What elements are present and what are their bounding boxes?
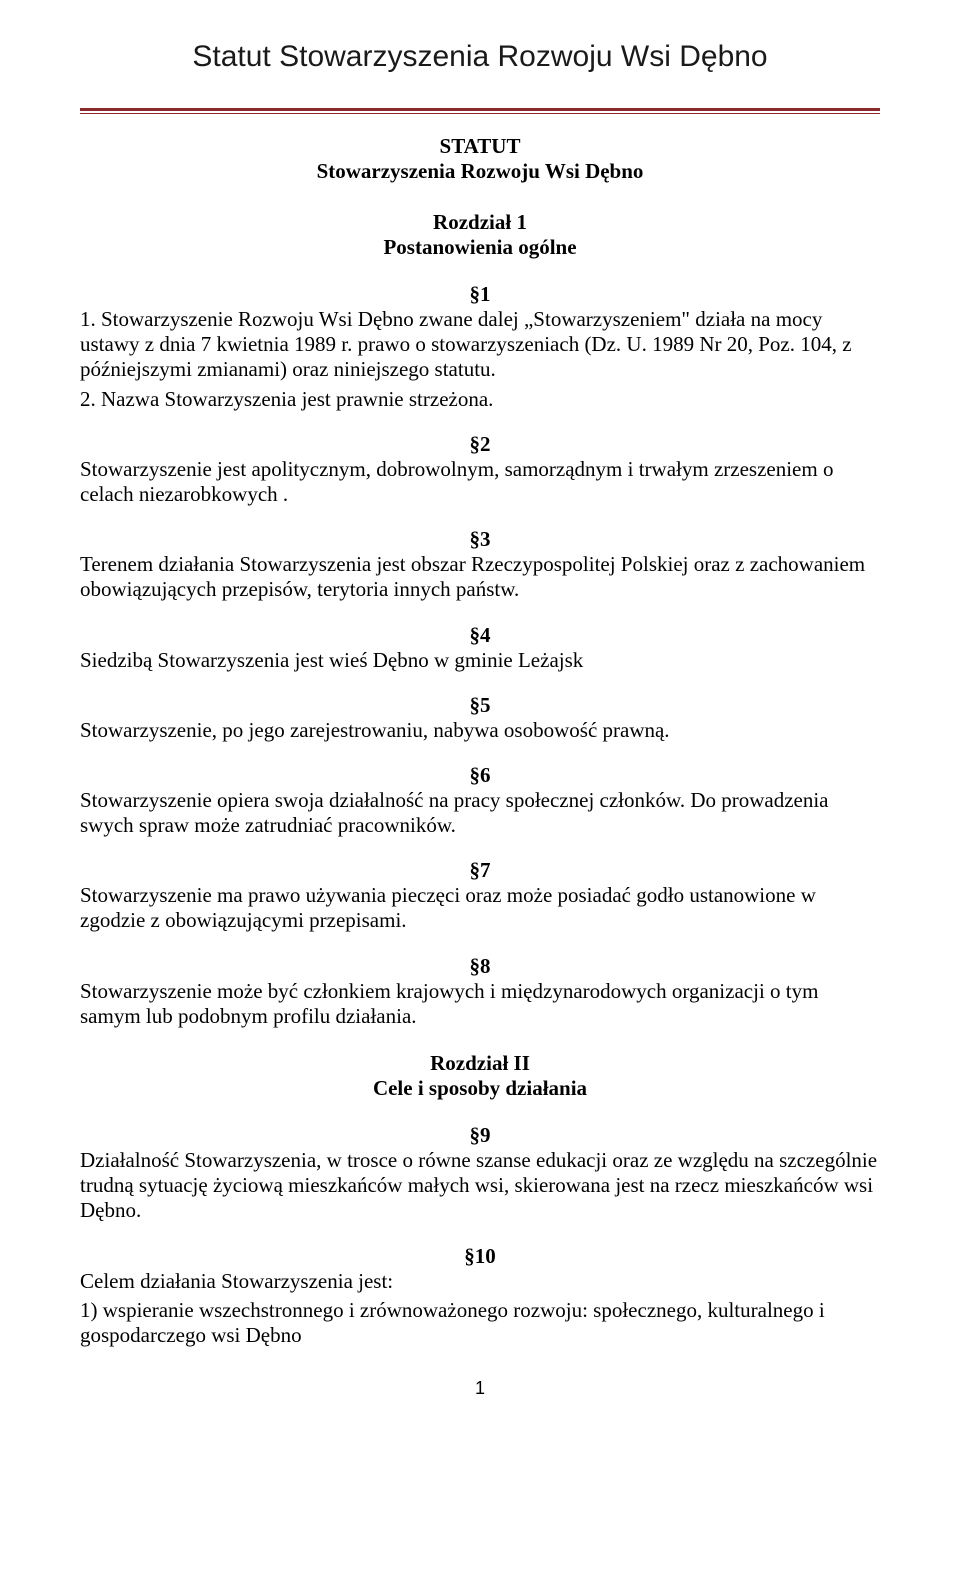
section-9-text: Działalność Stowarzyszenia, w trosce o r… [80,1148,880,1224]
section-5-text: Stowarzyszenie, po jego zarejestrowaniu,… [80,718,880,743]
section-7-text: Stowarzyszenie ma prawo używania pieczęc… [80,883,880,933]
chapter-1-label: Rozdział 1 [80,210,880,235]
document-subtitle: Stowarzyszenia Rozwoju Wsi Dębno [80,159,880,184]
section-6-num: §6 [80,763,880,788]
page-number: 1 [80,1378,880,1399]
section-8-text: Stowarzyszenie może być członkiem krajow… [80,979,880,1029]
section-10-num: §10 [80,1244,880,1269]
chapter-1-subtitle: Postanowienia ogólne [80,235,880,260]
section-1-num: §1 [80,282,880,307]
section-4-text: Siedzibą Stowarzyszenia jest wieś Dębno … [80,648,880,673]
section-2-text: Stowarzyszenie jest apolitycznym, dobrow… [80,457,880,507]
section-10-item-1: 1) wspieranie wszechstronnego i zrównowa… [80,1298,880,1348]
section-3-num: §3 [80,527,880,552]
section-4-num: §4 [80,623,880,648]
chapter-2-subtitle: Cele i sposoby działania [80,1076,880,1101]
header-rule-thin [80,113,880,114]
section-9-num: §9 [80,1123,880,1148]
document-title: STATUT [80,134,880,159]
page-header-title: Statut Stowarzyszenia Rozwoju Wsi Dębno [80,40,880,80]
section-8-num: §8 [80,954,880,979]
section-6-text: Stowarzyszenie opiera swoja działalność … [80,788,880,838]
section-7-num: §7 [80,858,880,883]
section-2-num: §2 [80,432,880,457]
section-3-text: Terenem działania Stowarzyszenia jest ob… [80,552,880,602]
page-header-block: Statut Stowarzyszenia Rozwoju Wsi Dębno [80,40,880,114]
chapter-2-label: Rozdział II [80,1051,880,1076]
section-1-item-2: 2. Nazwa Stowarzyszenia jest prawnie str… [80,387,880,412]
header-rule-thick [80,108,880,111]
section-10-intro: Celem działania Stowarzyszenia jest: [80,1269,880,1294]
section-1-item-1: 1. Stowarzyszenie Rozwoju Wsi Dębno zwan… [80,307,880,383]
section-5-num: §5 [80,693,880,718]
